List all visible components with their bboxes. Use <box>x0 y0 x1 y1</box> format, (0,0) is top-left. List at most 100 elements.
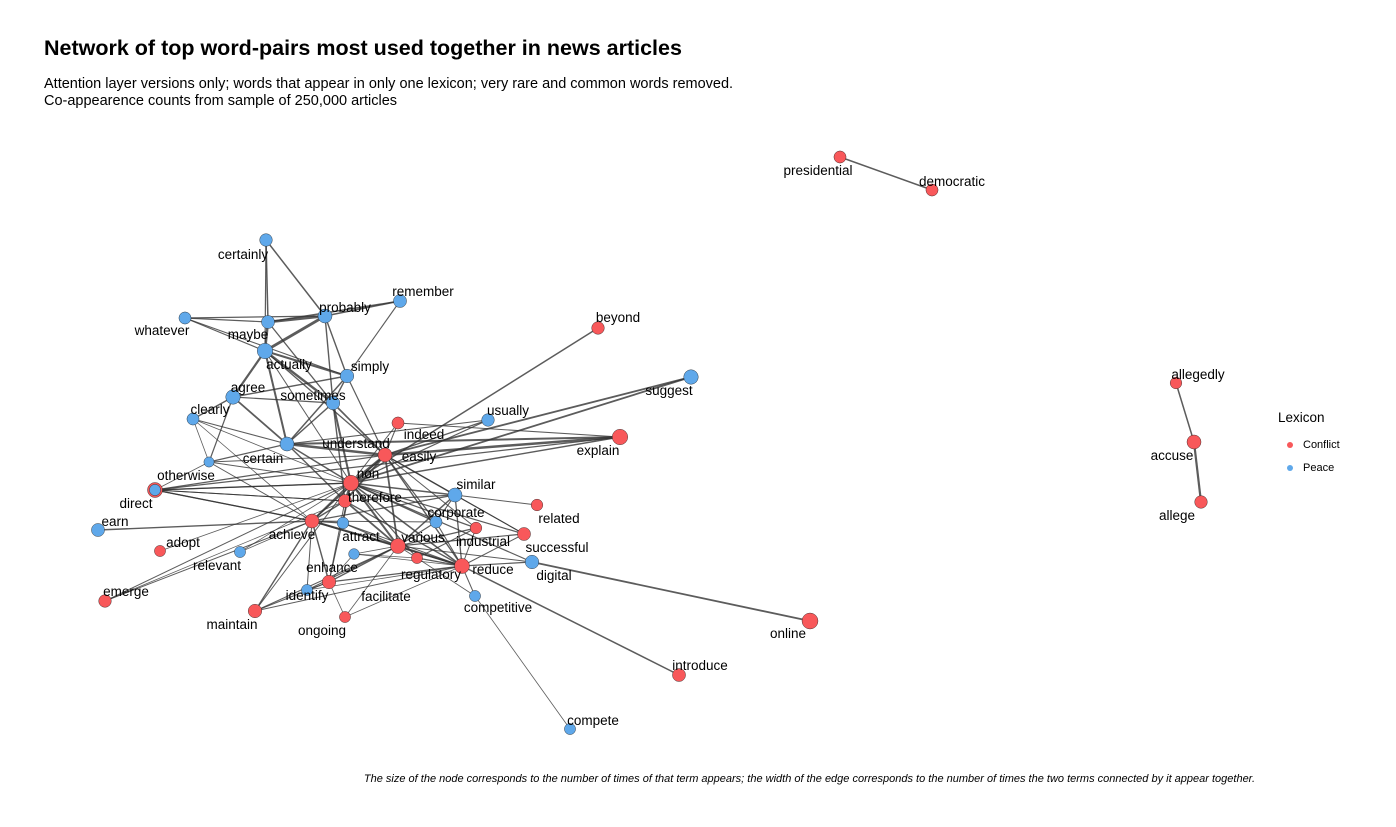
node-probably <box>317 308 333 324</box>
edge-achieve-certain <box>208 461 313 522</box>
node-label-beyond: beyond <box>596 310 640 325</box>
legend-dot-conflict <box>1287 441 1293 448</box>
node-label-remember: remember <box>392 284 454 299</box>
edge-achieve-direct <box>154 489 313 522</box>
edge-reduce-enhance <box>328 565 463 583</box>
edge-sometimes-therefore <box>332 402 346 502</box>
node-maintain <box>247 604 262 619</box>
edge-otherwise-certain <box>154 461 210 491</box>
edge-digital-online <box>531 561 811 622</box>
node-label-non: non <box>357 466 380 481</box>
edge-non-various <box>350 482 399 547</box>
edge-actually-sometimes <box>264 350 334 404</box>
node-related <box>530 498 544 512</box>
labels-layer: presidential democratic certainly remember b… <box>101 163 1224 728</box>
node-identify <box>301 584 313 596</box>
edge-accuse-allege <box>1192 441 1203 503</box>
edge-actually-agree <box>232 350 266 398</box>
edge-agree-clearly <box>192 396 234 420</box>
legend: Lexicon Conflict Peace <box>1278 410 1340 479</box>
node-digital <box>525 555 540 570</box>
node-label-relevant: relevant <box>193 558 241 573</box>
edge-ongoing-various <box>344 545 399 618</box>
edge-agree-sometimes <box>232 396 334 404</box>
node-label-otherwise: otherwise <box>157 468 215 483</box>
node-label-corporate: corporate <box>427 505 484 520</box>
node-label-achieve: achieve <box>269 527 316 542</box>
node-various <box>390 538 406 554</box>
node-regulatory <box>411 552 423 564</box>
legend-dot-peace <box>1287 464 1293 471</box>
edge-sometimes-understand <box>286 402 334 445</box>
edge-usually-easily <box>384 419 489 456</box>
node-emerge <box>98 594 112 608</box>
node-achieve <box>304 513 320 529</box>
edge-regulatory-competitive <box>416 557 476 597</box>
edge-adopt-non <box>159 482 352 552</box>
node-label-introduce: introduce <box>672 658 728 673</box>
edge-similar-reduce <box>454 494 463 567</box>
edge-probably-maybe <box>267 314 326 324</box>
node-label-earn: earn <box>101 514 128 529</box>
edge-non-direct <box>154 482 352 491</box>
edge-certainly-actually <box>264 239 267 352</box>
edge-agree-understand <box>232 396 288 445</box>
node-label-understand: understand <box>322 436 390 451</box>
node-label-allegedly: allegedly <box>1171 367 1225 382</box>
edge-easily-reduce <box>384 454 463 567</box>
node-label-democratic: democratic <box>919 174 985 189</box>
node-understand <box>279 436 295 452</box>
legend-label-conflict: Conflict <box>1303 438 1340 451</box>
edge-suggest-non <box>350 376 692 484</box>
edge-simply-understand <box>286 375 348 445</box>
edge-whatever-probably <box>184 315 326 319</box>
edge-usually-non <box>350 419 489 484</box>
node-label-emerge: emerge <box>103 584 149 599</box>
node-whatever <box>178 311 192 325</box>
edge-suggest-easily <box>384 376 692 456</box>
edge-certainly-probably <box>265 239 326 317</box>
node-competitive <box>469 590 481 602</box>
edge-various-digital <box>397 545 533 563</box>
node-label-related: related <box>538 511 579 526</box>
node-label-similar: similar <box>457 477 497 492</box>
node-label-simply: simply <box>351 359 390 374</box>
node-enhance <box>322 575 337 590</box>
edge-understand-certain <box>208 443 288 463</box>
node-label-suggest: suggest <box>645 383 693 398</box>
edge-indeed-non <box>350 422 399 484</box>
edge-achieve-emerge <box>104 520 313 602</box>
edge-whatever-actually <box>184 317 266 352</box>
edge-achieve-earn <box>97 520 313 531</box>
edges-layer <box>97 156 1203 730</box>
edge-non-achieve <box>311 482 352 522</box>
edge-corporate-achieve <box>311 520 437 523</box>
node-label-usually: usually <box>487 403 529 418</box>
edge-reduce-digital <box>461 561 533 567</box>
edge-clearly-understand <box>192 418 288 445</box>
edge-presidential-democratic <box>839 156 933 191</box>
edge-competitive-compete <box>474 595 571 730</box>
edge-emerge-therefore <box>104 500 346 602</box>
node-label-facilitate: facilitate <box>361 589 411 604</box>
node-label-sometimes: sometimes <box>280 388 346 403</box>
edge-sometimes-easily <box>332 402 386 456</box>
edge-actually-non <box>264 350 352 484</box>
node-online <box>801 612 819 630</box>
edge-reduce-facilitate <box>353 553 463 567</box>
edge-explain-indeed <box>397 422 621 438</box>
node-label-probably: probably <box>319 300 371 315</box>
node-sometimes <box>326 396 341 411</box>
edge-therefore-similar <box>344 494 456 502</box>
node-therefore <box>338 494 352 508</box>
node-label-identify: identify <box>286 588 329 603</box>
node-label-industrial: industrial <box>456 534 510 549</box>
node-label-agree: agree <box>231 380 266 395</box>
edge-reduce-maintain <box>254 565 463 612</box>
edge-probably-actually <box>264 314 326 353</box>
edge-probably-sometimes <box>324 315 334 404</box>
node-label-presidential: presidential <box>783 163 852 178</box>
node-label-indeed: indeed <box>404 427 445 442</box>
node-suggest <box>683 369 699 385</box>
node-simply <box>340 369 355 384</box>
